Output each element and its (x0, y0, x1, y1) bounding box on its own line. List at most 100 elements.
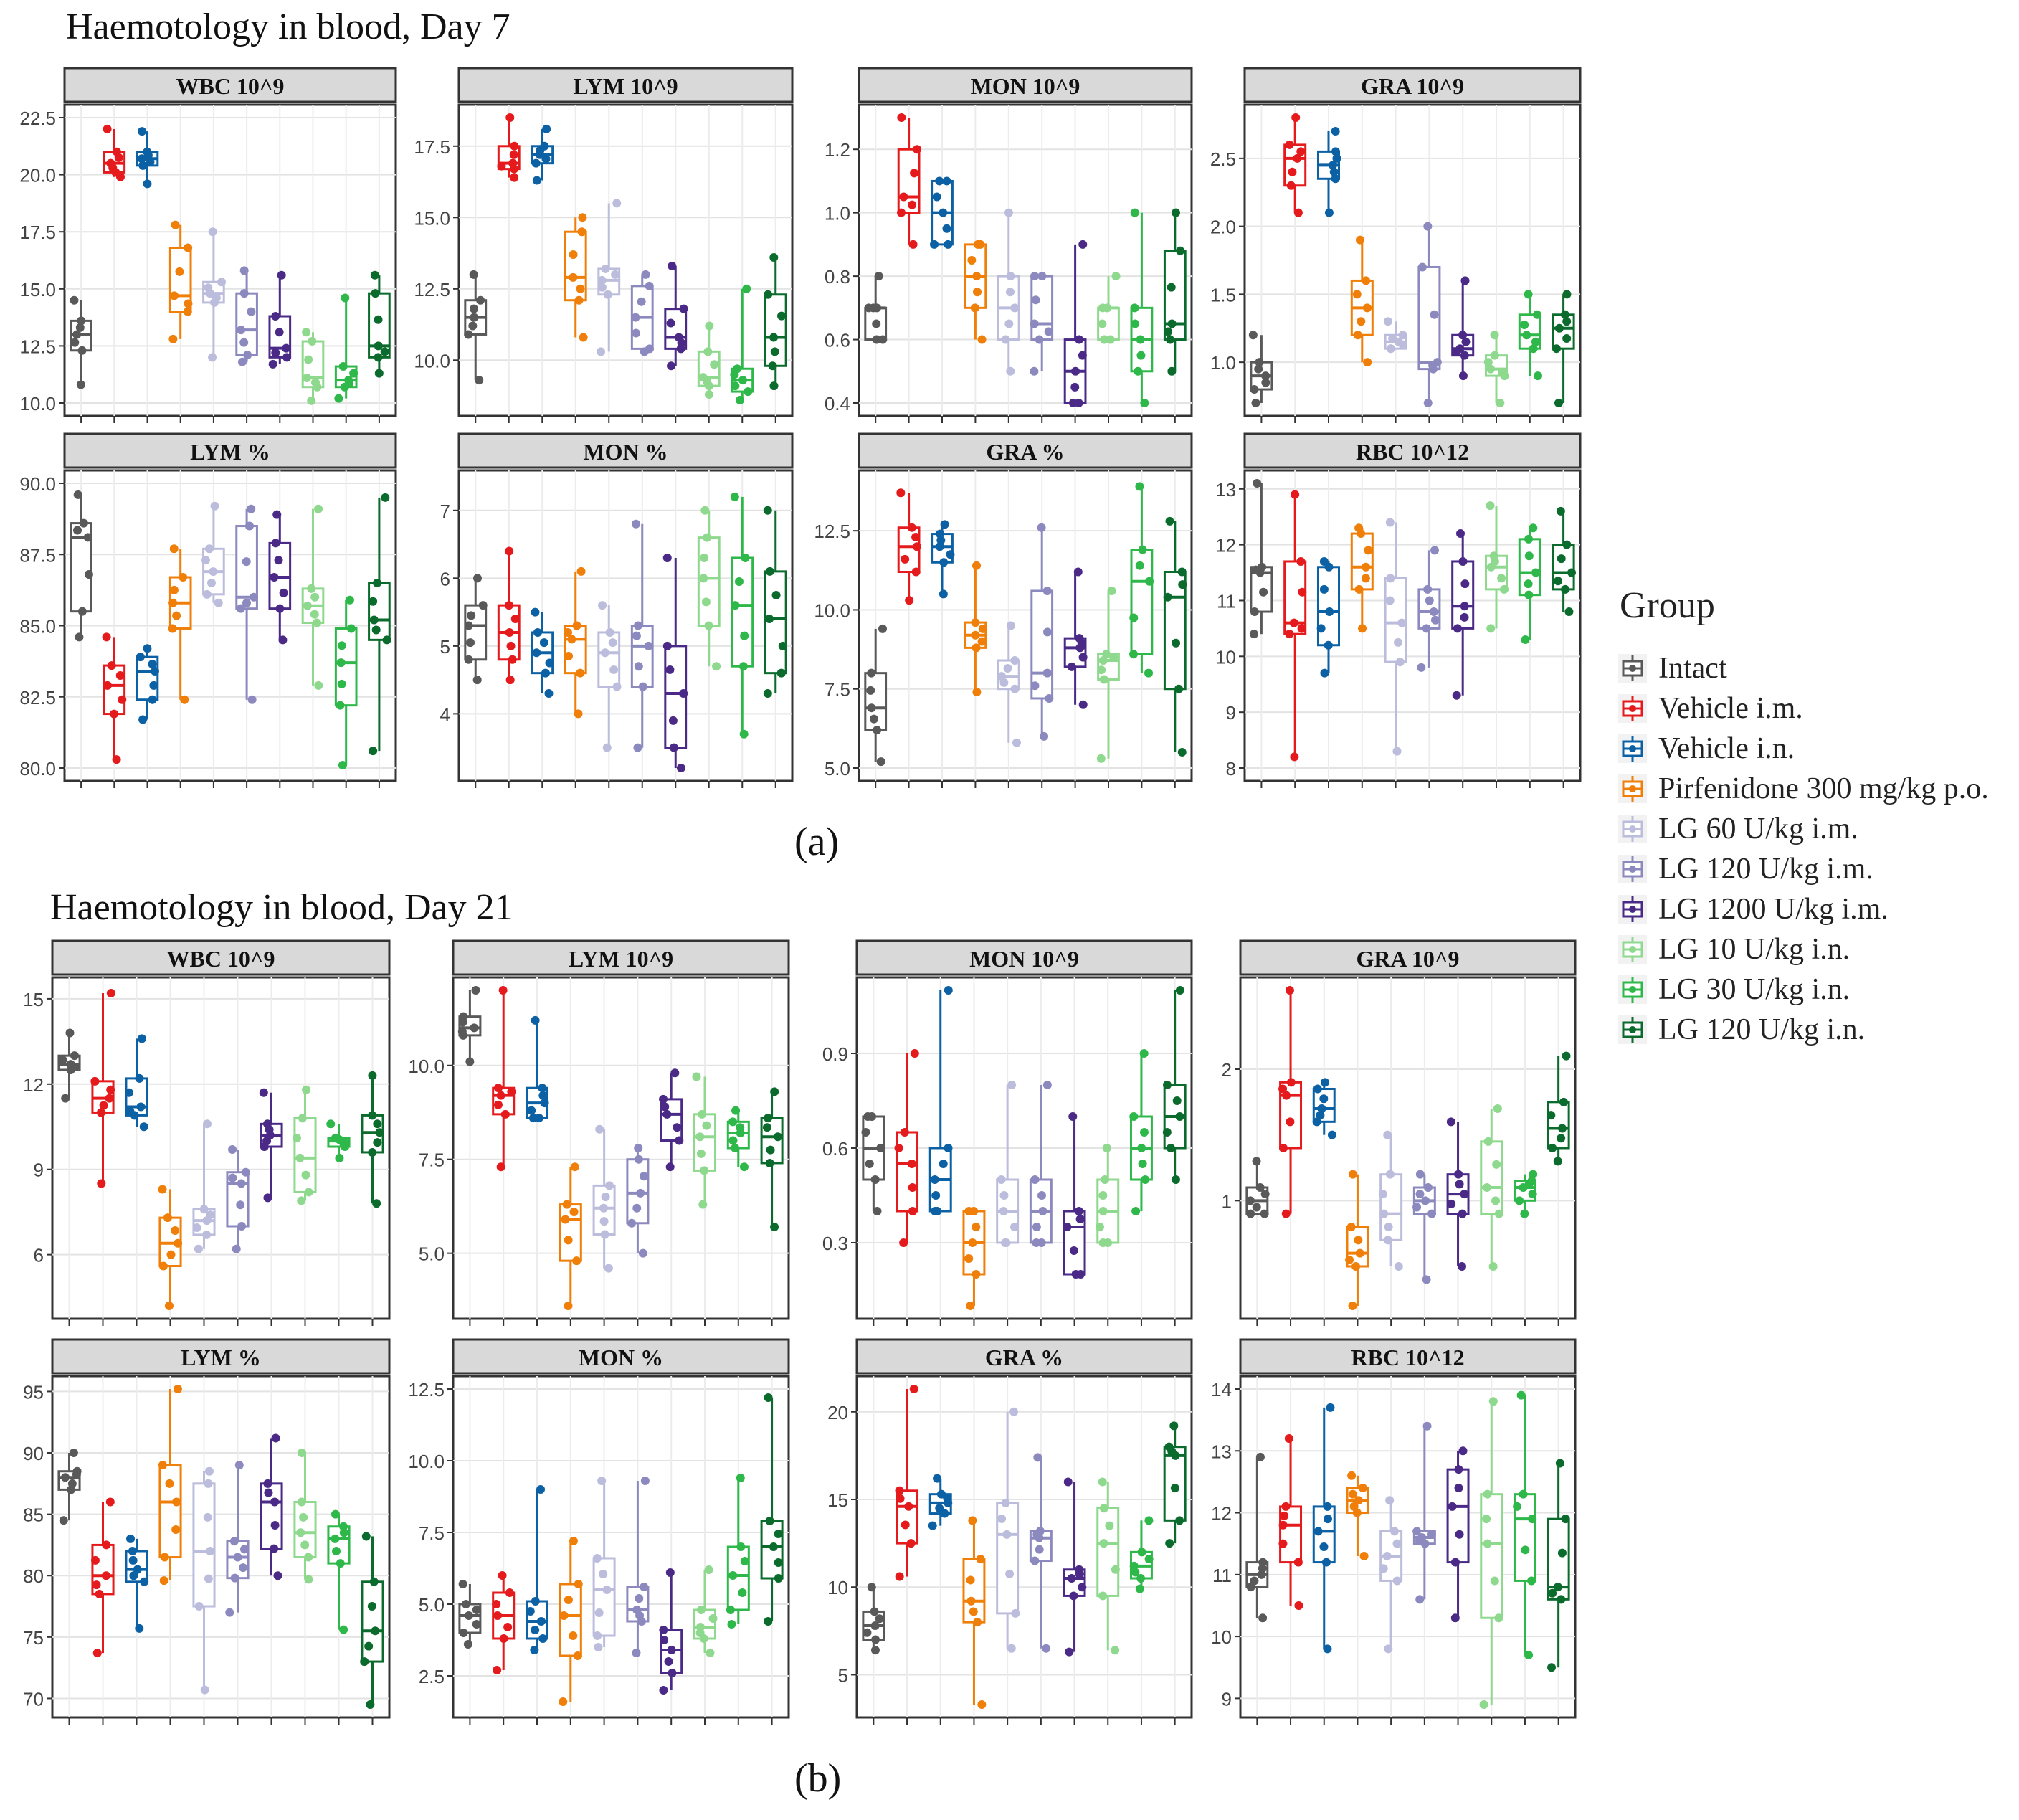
y-tick-label: 7.5 (419, 1150, 445, 1171)
data-point (204, 283, 213, 293)
data-point (1355, 235, 1364, 245)
data-point (158, 1261, 168, 1271)
data-point (1398, 331, 1407, 340)
data-point (1351, 1262, 1361, 1271)
data-point (544, 689, 554, 698)
data-point (595, 1124, 604, 1134)
y-tick-label: 12.5 (19, 336, 56, 357)
data-point (1007, 1081, 1017, 1089)
data-point (1069, 1591, 1078, 1601)
data-point (1520, 1209, 1529, 1218)
data-point (597, 283, 607, 292)
data-point (209, 567, 218, 577)
box-lg-120-u-kg-i-m- (225, 1461, 250, 1617)
panel-day21-4: GRA 10^9 1 2 (1222, 939, 1577, 1326)
data-point (873, 1207, 882, 1215)
data-point (374, 353, 383, 362)
data-point (263, 1193, 272, 1203)
data-point (466, 638, 475, 648)
data-point (184, 243, 193, 252)
data-point (504, 601, 513, 610)
box-lg-10-u-kg-i-n- (1479, 1397, 1503, 1709)
data-point (66, 1060, 75, 1069)
data-point (1349, 1502, 1359, 1511)
data-point (1006, 272, 1015, 281)
data-point (169, 544, 179, 554)
data-point (1109, 653, 1118, 662)
data-point (302, 328, 311, 337)
data-point (599, 1570, 608, 1578)
data-point (742, 284, 751, 293)
box-lg-120-u-kg-i-m- (1030, 272, 1054, 376)
data-point (160, 1553, 169, 1562)
legend-item: LG 1200 U/kg i.m. (1617, 889, 1989, 929)
box-lg-1200-u-kg-i-m- (1063, 567, 1088, 709)
data-point (203, 1512, 212, 1522)
data-point (138, 161, 148, 170)
data-point (602, 743, 612, 752)
data-point (770, 1223, 779, 1231)
data-point (105, 1094, 114, 1103)
box-intact (464, 574, 488, 685)
legend-label: Vehicle i.n. (1658, 732, 1795, 765)
data-point (763, 506, 772, 515)
legend-title: Group (1620, 585, 1715, 626)
data-point (370, 270, 379, 280)
box-vehicle-i-n- (931, 520, 955, 599)
data-point (936, 536, 946, 545)
data-point (1384, 1644, 1393, 1654)
data-point (314, 504, 323, 513)
data-point (696, 1149, 706, 1158)
box-body (1030, 589, 1054, 700)
data-point (1427, 1530, 1436, 1539)
data-point (59, 1516, 68, 1525)
box-body (192, 1482, 216, 1608)
data-point (702, 1121, 711, 1130)
data-point (1531, 337, 1540, 346)
data-point (270, 573, 279, 582)
data-point (136, 653, 145, 662)
data-point (76, 380, 85, 389)
data-point (339, 1625, 348, 1634)
box-intact (1248, 331, 1273, 407)
data-point (1490, 351, 1499, 360)
data-point (247, 695, 257, 704)
data-point (1286, 181, 1296, 190)
data-point (1354, 1496, 1363, 1505)
legend-item: LG 120 U/kg i.m. (1617, 849, 1989, 889)
data-point (278, 635, 288, 645)
data-point (1430, 615, 1440, 625)
data-point (569, 1631, 578, 1640)
box-lg-120-u-kg-i-n- (1552, 506, 1577, 617)
facet-strip (1243, 67, 1582, 103)
data-point (736, 396, 745, 405)
y-tick-label: 1.5 (1210, 284, 1236, 305)
data-point (212, 293, 221, 303)
data-point (102, 1571, 111, 1580)
panel-day7-8: RBC 10^12 8 9 10 11 12 13 (1215, 432, 1582, 788)
data-point (135, 1624, 144, 1633)
box-lg-1200-u-kg-i-m- (659, 1068, 684, 1172)
data-point (1422, 1421, 1432, 1431)
data-point (296, 1528, 305, 1537)
box-intact (1245, 1157, 1270, 1218)
box-vehicle-i-n- (928, 986, 953, 1215)
box-vehicle-i-n- (125, 1534, 149, 1633)
data-point (692, 1072, 701, 1081)
data-point (1177, 747, 1187, 757)
data-point (65, 1028, 75, 1038)
data-point (1012, 738, 1021, 747)
data-point (698, 1200, 708, 1209)
data-point (171, 1226, 180, 1235)
data-point (1253, 479, 1262, 488)
data-point (1139, 1128, 1149, 1137)
data-point (1162, 1081, 1172, 1089)
data-point (1557, 1595, 1566, 1604)
data-point (944, 986, 953, 995)
data-point (870, 1621, 880, 1630)
data-point (270, 1497, 280, 1507)
box-lg-30-u-kg-i-n- (730, 284, 754, 405)
data-point (871, 1635, 880, 1644)
box-lg-60-u-kg-i-m- (202, 227, 227, 362)
data-point (270, 1521, 280, 1530)
